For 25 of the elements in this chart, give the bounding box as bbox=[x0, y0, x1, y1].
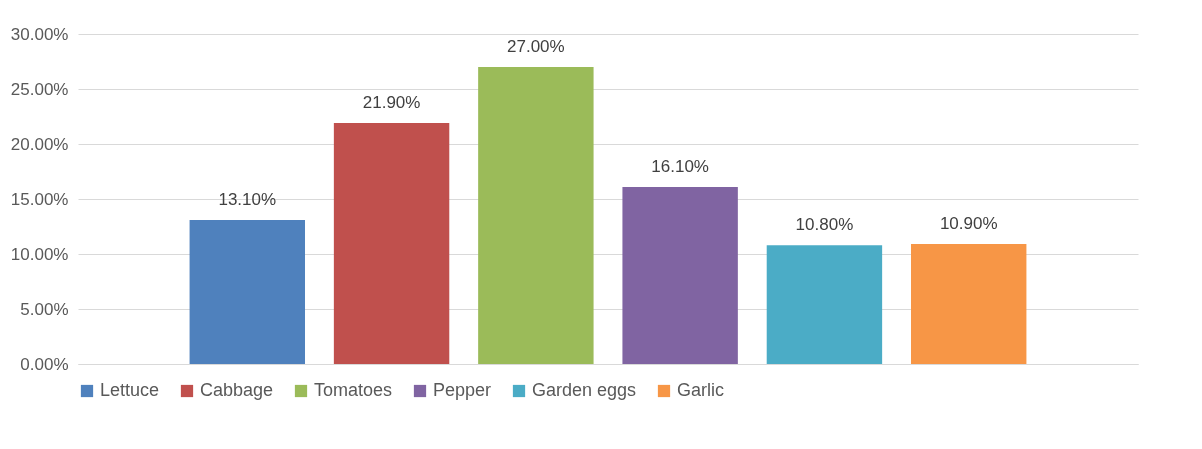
data-label: 27.00% bbox=[507, 37, 565, 56]
data-label: 10.80% bbox=[795, 215, 854, 235]
bar bbox=[478, 67, 594, 364]
legend-label: Cabbage bbox=[200, 380, 274, 400]
bar bbox=[333, 123, 450, 364]
bar bbox=[910, 244, 1027, 364]
legend-label: Garden eggs bbox=[532, 380, 637, 400]
bar bbox=[622, 186, 738, 364]
data-label: 21.90% bbox=[362, 93, 421, 113]
data-label: 13.10% bbox=[218, 189, 277, 209]
y-tick-label: 15.00% bbox=[10, 189, 69, 209]
y-tick-label: 25.00% bbox=[10, 79, 69, 99]
legend-label: Lettuce bbox=[100, 380, 160, 400]
data-label: 16.10% bbox=[651, 156, 709, 176]
legend-label: Tomatoes bbox=[314, 380, 393, 400]
bar bbox=[189, 219, 306, 364]
legend-label: Garlic bbox=[677, 380, 725, 400]
y-tick-label: 10.00% bbox=[10, 244, 69, 264]
y-tick-label: 20.00% bbox=[10, 134, 69, 154]
y-tick-label: 0.00% bbox=[20, 354, 69, 374]
y-tick-label: 5.00% bbox=[20, 299, 69, 319]
bar bbox=[766, 245, 883, 364]
y-tick-label: 30.00% bbox=[10, 24, 69, 44]
legend-label: Pepper bbox=[433, 380, 492, 400]
data-label: 10.90% bbox=[939, 214, 998, 234]
